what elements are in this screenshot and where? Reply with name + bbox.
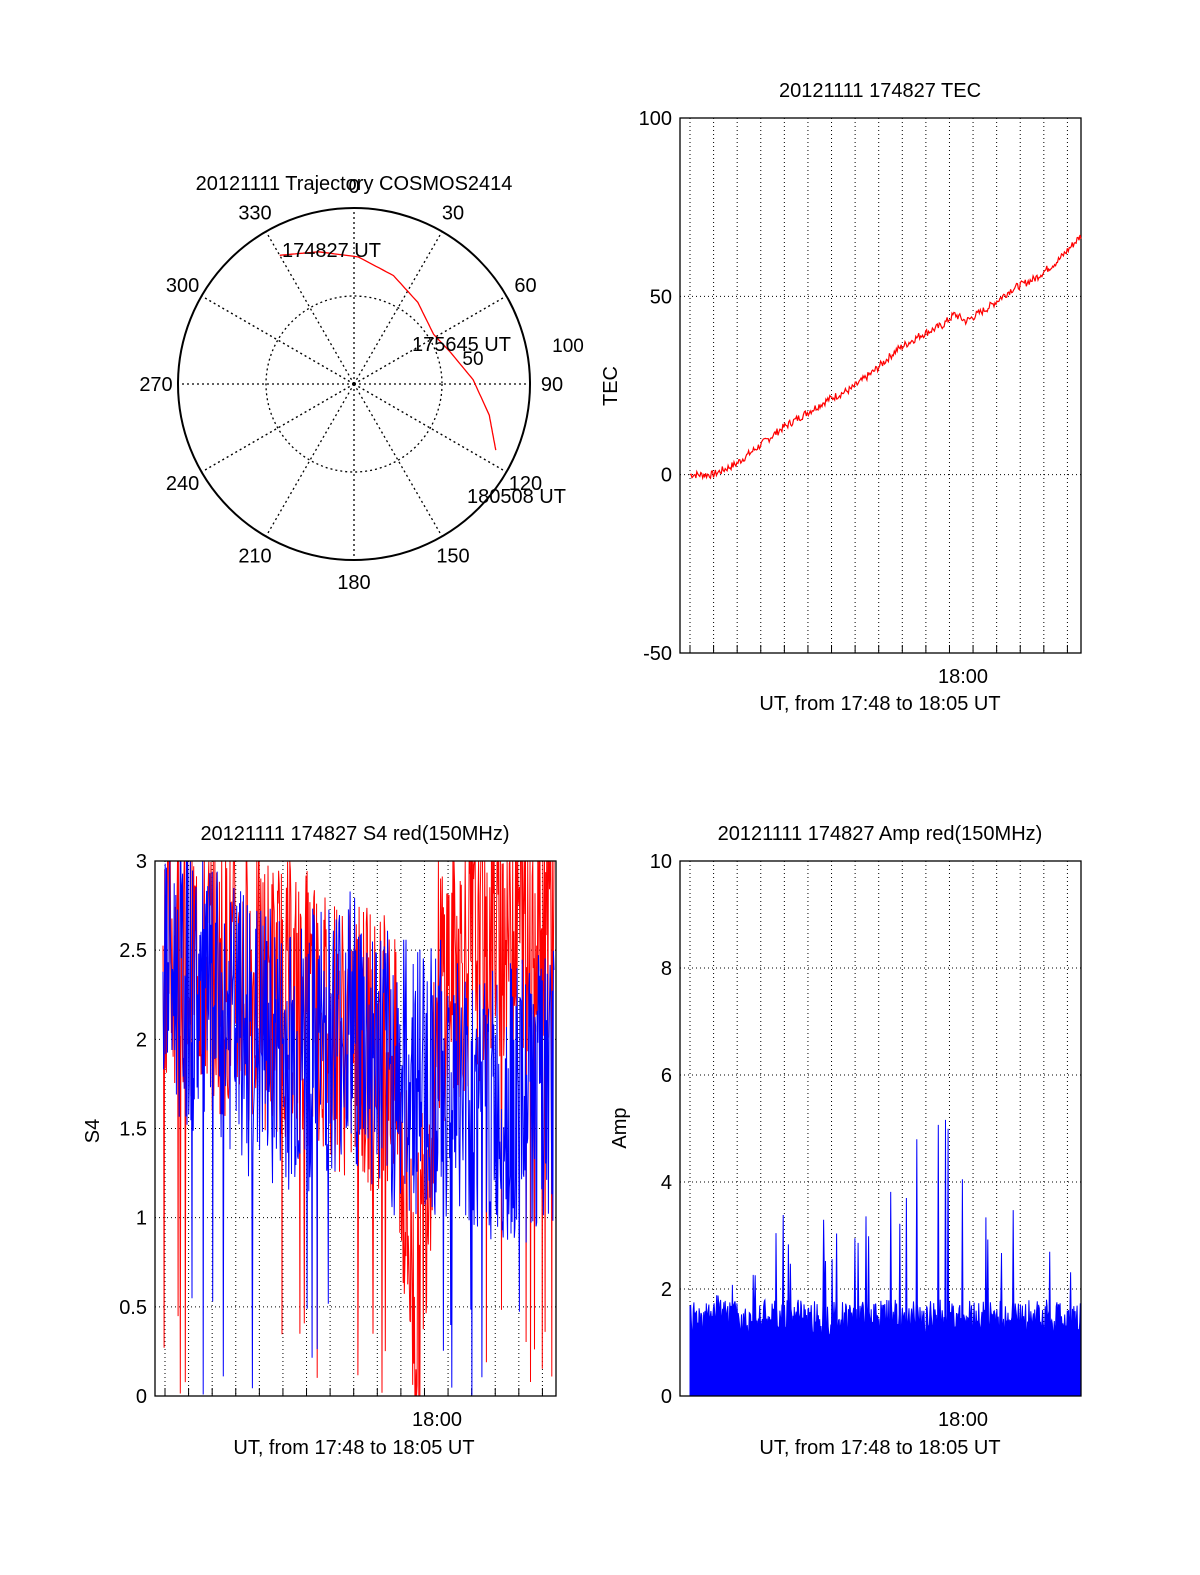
amp-blue-area <box>689 1119 1082 1397</box>
trajectory-mid-label: 175645 UT <box>412 334 511 356</box>
amp-ylabel: Amp <box>609 1107 631 1148</box>
polar-spoke-30 <box>353 231 443 385</box>
s4-chart: 20121111 174827 S4 red(150MHz) 0 0.5 1 1.5 2… <box>82 823 557 1459</box>
tec-xlabel: UT, from 17:48 to 18:05 UT <box>759 693 1000 715</box>
s4-ytick-label: 0 <box>136 1386 147 1408</box>
amp-plot-frame <box>679 860 1082 1397</box>
polar-azimuth-label-300: 300 <box>166 275 199 297</box>
polar-azimuth-label-0: 0 <box>348 176 359 198</box>
tec-ytick-label: 0 <box>661 465 672 487</box>
s4-blue-series <box>162 860 555 1396</box>
polar-spoke-210 <box>265 383 355 537</box>
s4-ytick-label: 2 <box>136 1029 147 1051</box>
tec-y-ticks: -50 0 50 100 <box>639 108 672 665</box>
polar-spoke-330 <box>265 231 355 385</box>
amp-y-ticks: 0 2 4 6 8 10 <box>650 851 672 1408</box>
polar-spoke-240 <box>201 383 355 473</box>
polar-azimuth-label-120: 120 <box>509 473 542 495</box>
polar-inner-ring <box>265 295 443 473</box>
tec-plot-frame <box>679 117 1082 654</box>
tec-grid <box>680 117 1081 654</box>
polar-spoke-300 <box>201 295 355 385</box>
polar-trajectory-chart: 20121111 Trajectory COSMOS2414 0 30 60 90 12… <box>139 173 584 594</box>
polar-azimuth-label-180: 180 <box>337 572 370 594</box>
polar-azimuth-labels: 0 30 60 90 120 150 180 210 240 270 300 330 <box>139 176 563 594</box>
polar-azimuth-label-210: 210 <box>238 545 271 567</box>
polar-azimuth-label-30: 30 <box>442 203 464 225</box>
s4-ytick-label: 1 <box>136 1208 147 1230</box>
s4-ytick-label: 0.5 <box>119 1297 147 1319</box>
tec-xtick-1800: 18:00 <box>938 666 988 688</box>
polar-title: 20121111 Trajectory COSMOS2414 <box>196 173 513 195</box>
s4-ytick-label: 3 <box>136 851 147 873</box>
tec-ytick-label: 50 <box>650 286 672 308</box>
polar-azimuth-label-270: 270 <box>139 374 172 396</box>
polar-spoke-150 <box>353 383 443 537</box>
s4-plot-frame <box>154 860 557 1397</box>
tec-ytick-label: -50 <box>643 643 672 665</box>
polar-azimuth-label-90: 90 <box>541 374 563 396</box>
polar-spokes <box>178 208 530 560</box>
amp-ytick-label: 6 <box>661 1065 672 1087</box>
amp-ytick-label: 0 <box>661 1386 672 1408</box>
amp-ytick-label: 4 <box>661 1172 672 1194</box>
tec-series-line <box>689 234 1082 481</box>
amp-ytick-label: 10 <box>650 851 672 873</box>
polar-trajectory-line <box>279 251 497 451</box>
s4-ylabel: S4 <box>82 1119 104 1143</box>
polar-azimuth-label-150: 150 <box>436 545 469 567</box>
polar-azimuth-label-240: 240 <box>166 473 199 495</box>
amp-ytick-label: 8 <box>661 958 672 980</box>
tec-title: 20121111 174827 TEC <box>779 80 981 102</box>
amp-xlabel: UT, from 17:48 to 18:05 UT <box>759 1437 1000 1459</box>
polar-spoke-60 <box>353 295 507 385</box>
s4-ytick-label: 2.5 <box>119 940 147 962</box>
s4-xtick-1800: 18:00 <box>412 1409 462 1431</box>
amp-xtick-1800: 18:00 <box>938 1409 988 1431</box>
polar-ring-label-50: 50 <box>462 349 483 370</box>
polar-spoke-120 <box>353 383 507 473</box>
s4-title: 20121111 174827 S4 red(150MHz) <box>200 823 509 845</box>
tec-ytick-label: 100 <box>639 108 672 130</box>
polar-azimuth-label-60: 60 <box>514 275 536 297</box>
s4-y-ticks: 0 0.5 1 1.5 2 2.5 3 <box>119 851 147 1408</box>
polar-azimuth-label-330: 330 <box>238 203 271 225</box>
trajectory-end-label: 180508 UT <box>467 486 566 508</box>
amp-chart: 20121111 174827 Amp red(150MHz) 0246810 … <box>609 823 1082 1459</box>
amp-ytick-label: 2 <box>661 1279 672 1301</box>
s4-ytick-label: 1.5 <box>119 1119 147 1141</box>
amp-title: 20121111 174827 Amp red(150MHz) <box>718 823 1043 845</box>
s4-xlabel: UT, from 17:48 to 18:05 UT <box>233 1437 474 1459</box>
tec-ylabel: TEC <box>600 366 622 406</box>
polar-ring-label-100: 100 <box>552 336 584 357</box>
trajectory-start-label: 174827 UT <box>282 240 381 262</box>
